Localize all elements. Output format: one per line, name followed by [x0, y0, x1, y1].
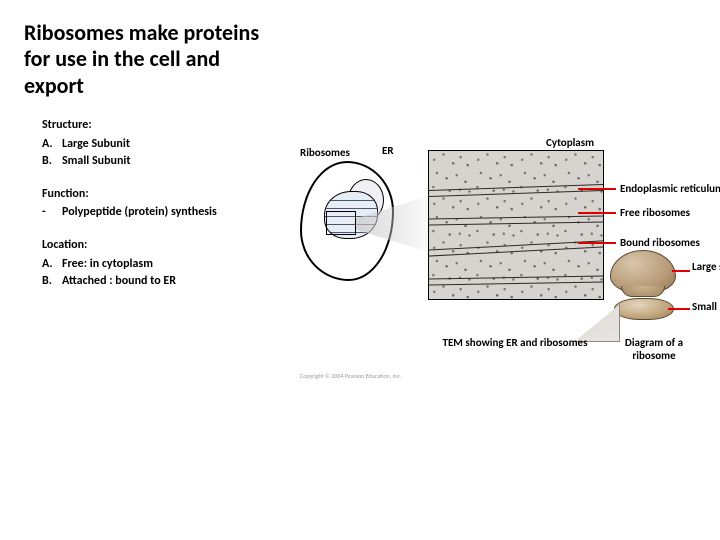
- ribosome-diagram: Large subunit Small subunit: [610, 250, 700, 320]
- slide-title: Ribosomes make proteins for use in the c…: [24, 20, 264, 99]
- tem-panel: Cytoplasm: [428, 140, 604, 306]
- leader-line: [672, 270, 690, 272]
- large-subunit-label: Large subunit: [692, 260, 720, 273]
- list-marker: B.: [42, 273, 62, 290]
- leader-line: [578, 212, 616, 214]
- large-subunit-shape: [610, 250, 676, 294]
- leader-line: [668, 308, 690, 310]
- ribosome-caption: Diagram of a ribosome: [606, 336, 702, 362]
- list-marker: -: [42, 204, 62, 221]
- small-subunit-label: Small subunit: [692, 300, 720, 313]
- leader-line: [578, 188, 616, 190]
- ribosome-figure: Ribosomes ER Cytoplasm: [300, 140, 700, 400]
- cell-ribosomes-label: Ribosomes: [300, 146, 420, 159]
- cytoplasm-label: Cytoplasm: [546, 136, 594, 149]
- small-subunit-shape: [614, 298, 674, 320]
- list-marker: A.: [42, 136, 62, 153]
- tem-image: [428, 150, 604, 300]
- er-full-label: Endoplasmic reticulum (ER): [620, 182, 720, 195]
- structure-heading: Structure:: [42, 117, 696, 134]
- zoom-rectangle: [326, 211, 356, 235]
- bound-ribosomes-label: Bound ribosomes: [620, 236, 700, 249]
- cell-er-label: ER: [382, 144, 394, 157]
- free-ribosomes-label: Free ribosomes: [620, 206, 690, 219]
- leader-line: [578, 242, 616, 244]
- tem-caption: TEM showing ER and ribosomes: [440, 336, 590, 349]
- list-marker: A.: [42, 256, 62, 273]
- list-marker: B.: [42, 153, 62, 170]
- copyright-line: Copyright © 2004 Pearson Education, Inc.: [300, 372, 401, 414]
